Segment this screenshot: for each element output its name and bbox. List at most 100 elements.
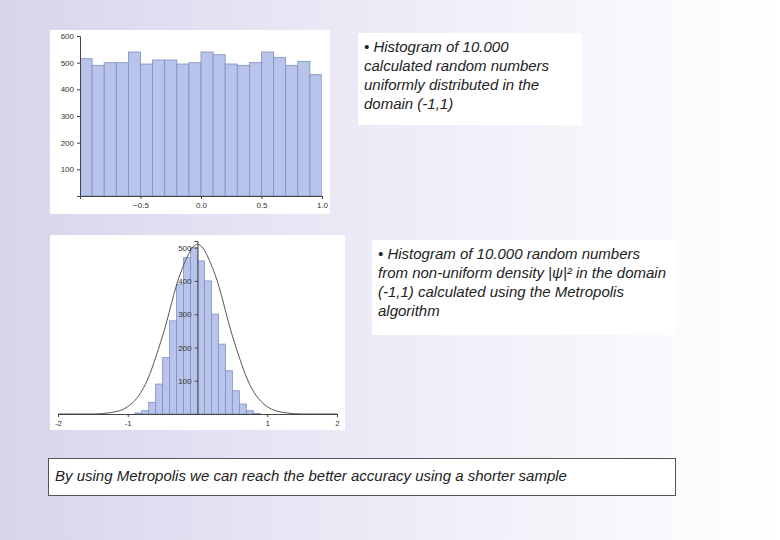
tick-mark — [77, 143, 80, 144]
histogram-bar — [253, 413, 260, 414]
histogram-bar — [153, 60, 165, 196]
tick-label: 1 — [266, 419, 271, 428]
tick-mark — [195, 381, 198, 382]
caption: By using Metropolis we can reach the bet… — [48, 458, 676, 496]
tick: 600 — [61, 32, 80, 41]
tick-label: 500 — [61, 59, 75, 68]
tick-mark — [128, 414, 129, 417]
tick-mark — [77, 36, 80, 37]
tick: 400 — [61, 85, 80, 94]
histogram-bar — [170, 321, 177, 414]
histogram-bar — [218, 344, 225, 414]
tick-mark — [195, 281, 198, 282]
tick-label: 500 — [178, 244, 192, 253]
histogram-bar — [141, 64, 153, 196]
histogram-bar — [286, 65, 298, 196]
histogram-bar — [135, 413, 142, 414]
tick: -1 — [125, 414, 133, 428]
tick-mark — [77, 63, 80, 64]
tick-mark — [58, 414, 59, 417]
plot: −0.5 0.0 0.5 1.0 100 200 300 400 500 600 — [61, 32, 329, 210]
histogram-bar — [149, 402, 156, 414]
tick-mark — [201, 196, 202, 199]
tick-label: -2 — [55, 419, 63, 428]
tick-mark — [77, 116, 80, 117]
histogram-bar — [225, 371, 232, 414]
tick-mark — [267, 414, 268, 417]
chart-panel: −0.5 0.0 0.5 1.0 100 200 300 400 500 600 — [50, 30, 330, 214]
tick-mark — [77, 169, 80, 170]
histogram-bar — [177, 64, 189, 196]
tick: 500 — [178, 244, 197, 253]
marks — [80, 52, 322, 196]
tick: 400 — [178, 277, 197, 286]
histogram-bar — [201, 52, 213, 196]
x-axis: -2 -1 1 2 — [55, 414, 340, 428]
tick-mark — [322, 196, 323, 199]
y-axis-line — [77, 37, 81, 197]
tick-label: 400 — [61, 85, 75, 94]
tick: 100 — [178, 377, 197, 386]
histogram-bar — [116, 63, 128, 196]
histogram-bar — [237, 65, 249, 196]
tick-label: -1 — [125, 419, 133, 428]
tick-mark — [195, 248, 198, 249]
tick-mark — [141, 196, 142, 199]
histogram-bar — [128, 414, 135, 415]
tick-label: 400 — [178, 277, 192, 286]
tick: −0.5 — [133, 196, 149, 210]
tick: 1.0 — [317, 196, 329, 210]
histogram-bar — [80, 59, 92, 196]
histogram-bar — [225, 64, 237, 196]
histogram-bar — [142, 411, 149, 414]
tick: 100 — [61, 165, 80, 174]
histogram-bar — [232, 391, 239, 414]
histogram-bar — [262, 52, 274, 196]
tick: 300 — [61, 112, 80, 121]
histogram-bar — [204, 281, 211, 414]
histogram-bar — [211, 314, 218, 414]
x-axis: −0.5 0.0 0.5 1.0 — [81, 196, 329, 210]
histogram-bar — [249, 63, 261, 196]
tick-label: 600 — [61, 32, 75, 41]
annotation: • Histogram of 10.000 random numbers fro… — [372, 240, 676, 335]
tick: 2 — [335, 414, 340, 428]
tick: -2 — [55, 414, 63, 428]
histogram-bar — [156, 384, 163, 414]
tick: 0.0 — [196, 196, 208, 210]
tick-label: 0.5 — [256, 201, 268, 210]
histogram-bar — [274, 57, 286, 196]
tick: 500 — [61, 59, 80, 68]
histogram-bar — [92, 65, 104, 196]
histogram-bar — [128, 52, 140, 196]
tick-mark — [77, 89, 80, 90]
tick-mark — [195, 314, 198, 315]
tick: 1 — [266, 414, 271, 428]
tick-label: 300 — [61, 112, 75, 121]
histogram-bar — [310, 75, 322, 196]
tick-label: 2 — [335, 419, 340, 428]
tick-label: −0.5 — [133, 201, 149, 210]
y-axis: 100 200 300 400 500 — [178, 242, 198, 415]
histogram-bar — [246, 411, 253, 414]
tick-mark — [195, 347, 198, 348]
chart-panel: -2 -1 1 2 100 200 300 400 500 — [50, 235, 345, 430]
histogram-bar — [213, 55, 225, 196]
x-axis-line — [81, 197, 323, 200]
histogram-bar — [189, 63, 201, 196]
tick-label: 1.0 — [317, 201, 329, 210]
histogram-bar — [163, 357, 170, 414]
y-axis: 100 200 300 400 500 600 — [61, 32, 81, 196]
histogram-bar — [104, 63, 116, 196]
histogram-bar — [298, 61, 310, 196]
tick-label: 100 — [178, 377, 192, 386]
tick: 200 — [61, 139, 80, 148]
tick-label: 200 — [61, 139, 75, 148]
tick: 0.5 — [256, 196, 268, 210]
histogram-bar — [191, 248, 198, 414]
tick-label: 200 — [178, 344, 192, 353]
histogram-bar — [239, 404, 246, 414]
tick-label: 0.0 — [196, 201, 208, 210]
tick-mark — [337, 414, 338, 417]
tick-label: 300 — [178, 310, 192, 319]
